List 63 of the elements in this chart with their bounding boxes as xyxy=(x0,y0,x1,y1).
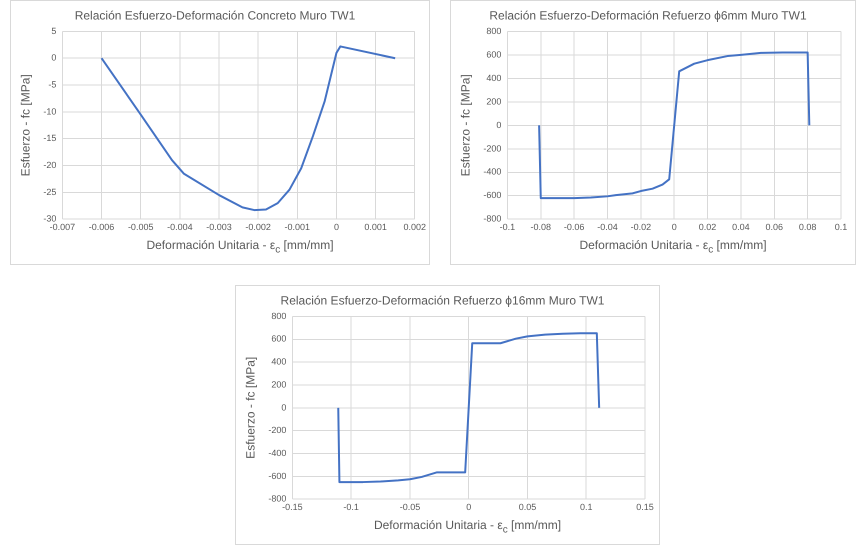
x-tick-label: 0.15 xyxy=(636,502,654,512)
chart-title: Relación Esfuerzo-Deformación Concreto Muro TW1 xyxy=(74,8,356,23)
x-tick-label: -0.001 xyxy=(284,222,310,232)
x-axis-title: Deformación Unitaria - ε$_{c}$ [mm/mm] xyxy=(578,238,768,256)
y-tick-label: 400 xyxy=(271,356,286,367)
y-axis-title: Esfuerzo - fc [MPa] xyxy=(18,74,33,176)
y-tick-label: -200 xyxy=(268,425,286,436)
y-tick-label: 0 xyxy=(281,402,286,412)
y-tick-label: 5 xyxy=(51,26,56,36)
y-tick-label: 800 xyxy=(271,310,286,321)
y-tick-label: 200 xyxy=(486,96,502,106)
x-tick-label: -0.02 xyxy=(630,222,652,232)
y-tick-label: -5 xyxy=(48,80,56,90)
x-axis-title: Deformación Unitaria - ε$_{c}$ [mm/mm] xyxy=(372,518,562,536)
x-tick-label: 0 xyxy=(466,502,472,512)
y-tick-label: -20 xyxy=(43,160,56,170)
y-tick-label: -30 xyxy=(43,214,56,224)
y-tick-label: 0 xyxy=(51,52,56,63)
x-tick-label: -0.06 xyxy=(564,222,584,232)
y-tick-label: -400 xyxy=(268,448,286,458)
x-tick-label: 0.001 xyxy=(364,222,387,232)
x-tick-label: 0.002 xyxy=(403,222,426,232)
y-tick-label: -600 xyxy=(268,470,286,481)
chart-title: Relación Esfuerzo-Deformación Refuerzo ϕ6mm Muro TW1 xyxy=(489,8,807,23)
x-tick-label: 0 xyxy=(334,222,339,232)
x-tick-label: -0.08 xyxy=(530,222,552,232)
y-tick-label: 0 xyxy=(496,120,502,130)
x-tick-label: -0.005 xyxy=(128,222,154,232)
y-tick-label: -15 xyxy=(43,133,56,144)
chart-title: Relación Esfuerzo-Deformación Refuerzo ϕ16mm Muro TW1 xyxy=(280,294,605,308)
y-tick-label: -800 xyxy=(483,214,502,224)
x-tick-label: 0.02 xyxy=(698,222,716,232)
y-tick-label: -10 xyxy=(43,106,56,116)
x-axis-title: Deformación Unitaria - ε$_{c}$ [mm/mm] xyxy=(145,238,335,256)
x-tick-label: -0.003 xyxy=(206,222,232,232)
y-tick-label: 400 xyxy=(486,72,502,83)
y-tick-label: -400 xyxy=(483,166,502,177)
x-tick-label: 0 xyxy=(672,222,677,232)
x-tick-label: 0.05 xyxy=(518,502,536,512)
y-tick-label: -800 xyxy=(268,494,286,504)
x-tick-label: -0.04 xyxy=(597,222,618,232)
x-tick-label: -0.15 xyxy=(282,502,303,512)
x-tick-label: -0.002 xyxy=(245,222,271,232)
y-tick-label: 200 xyxy=(271,379,286,390)
x-tick-label: 0.1 xyxy=(834,222,848,232)
x-tick-label: -0.004 xyxy=(167,222,193,232)
x-tick-label: 0.1 xyxy=(580,502,592,512)
x-tick-label: -0.05 xyxy=(400,502,420,512)
x-tick-label: 0.08 xyxy=(798,222,816,232)
x-tick-label: -0.006 xyxy=(88,222,114,232)
x-tick-label: -0.1 xyxy=(343,502,359,512)
x-tick-label: -0.1 xyxy=(500,222,516,232)
y-tick-label: -600 xyxy=(483,190,502,200)
y-tick-label: 800 xyxy=(486,26,502,36)
y-tick-label: -25 xyxy=(43,186,56,197)
y-axis-title: Esfuerzo - fc [MPa] xyxy=(458,74,473,176)
y-tick-label: 600 xyxy=(486,49,502,60)
x-tick-label: 0.06 xyxy=(766,222,784,232)
y-tick-label: -200 xyxy=(483,143,502,154)
y-axis-title: Esfuerzo - fc [MPa] xyxy=(244,356,258,459)
x-tick-label: 0.04 xyxy=(732,222,750,232)
y-tick-label: 600 xyxy=(271,334,286,344)
x-tick-label: -0.007 xyxy=(50,222,76,232)
